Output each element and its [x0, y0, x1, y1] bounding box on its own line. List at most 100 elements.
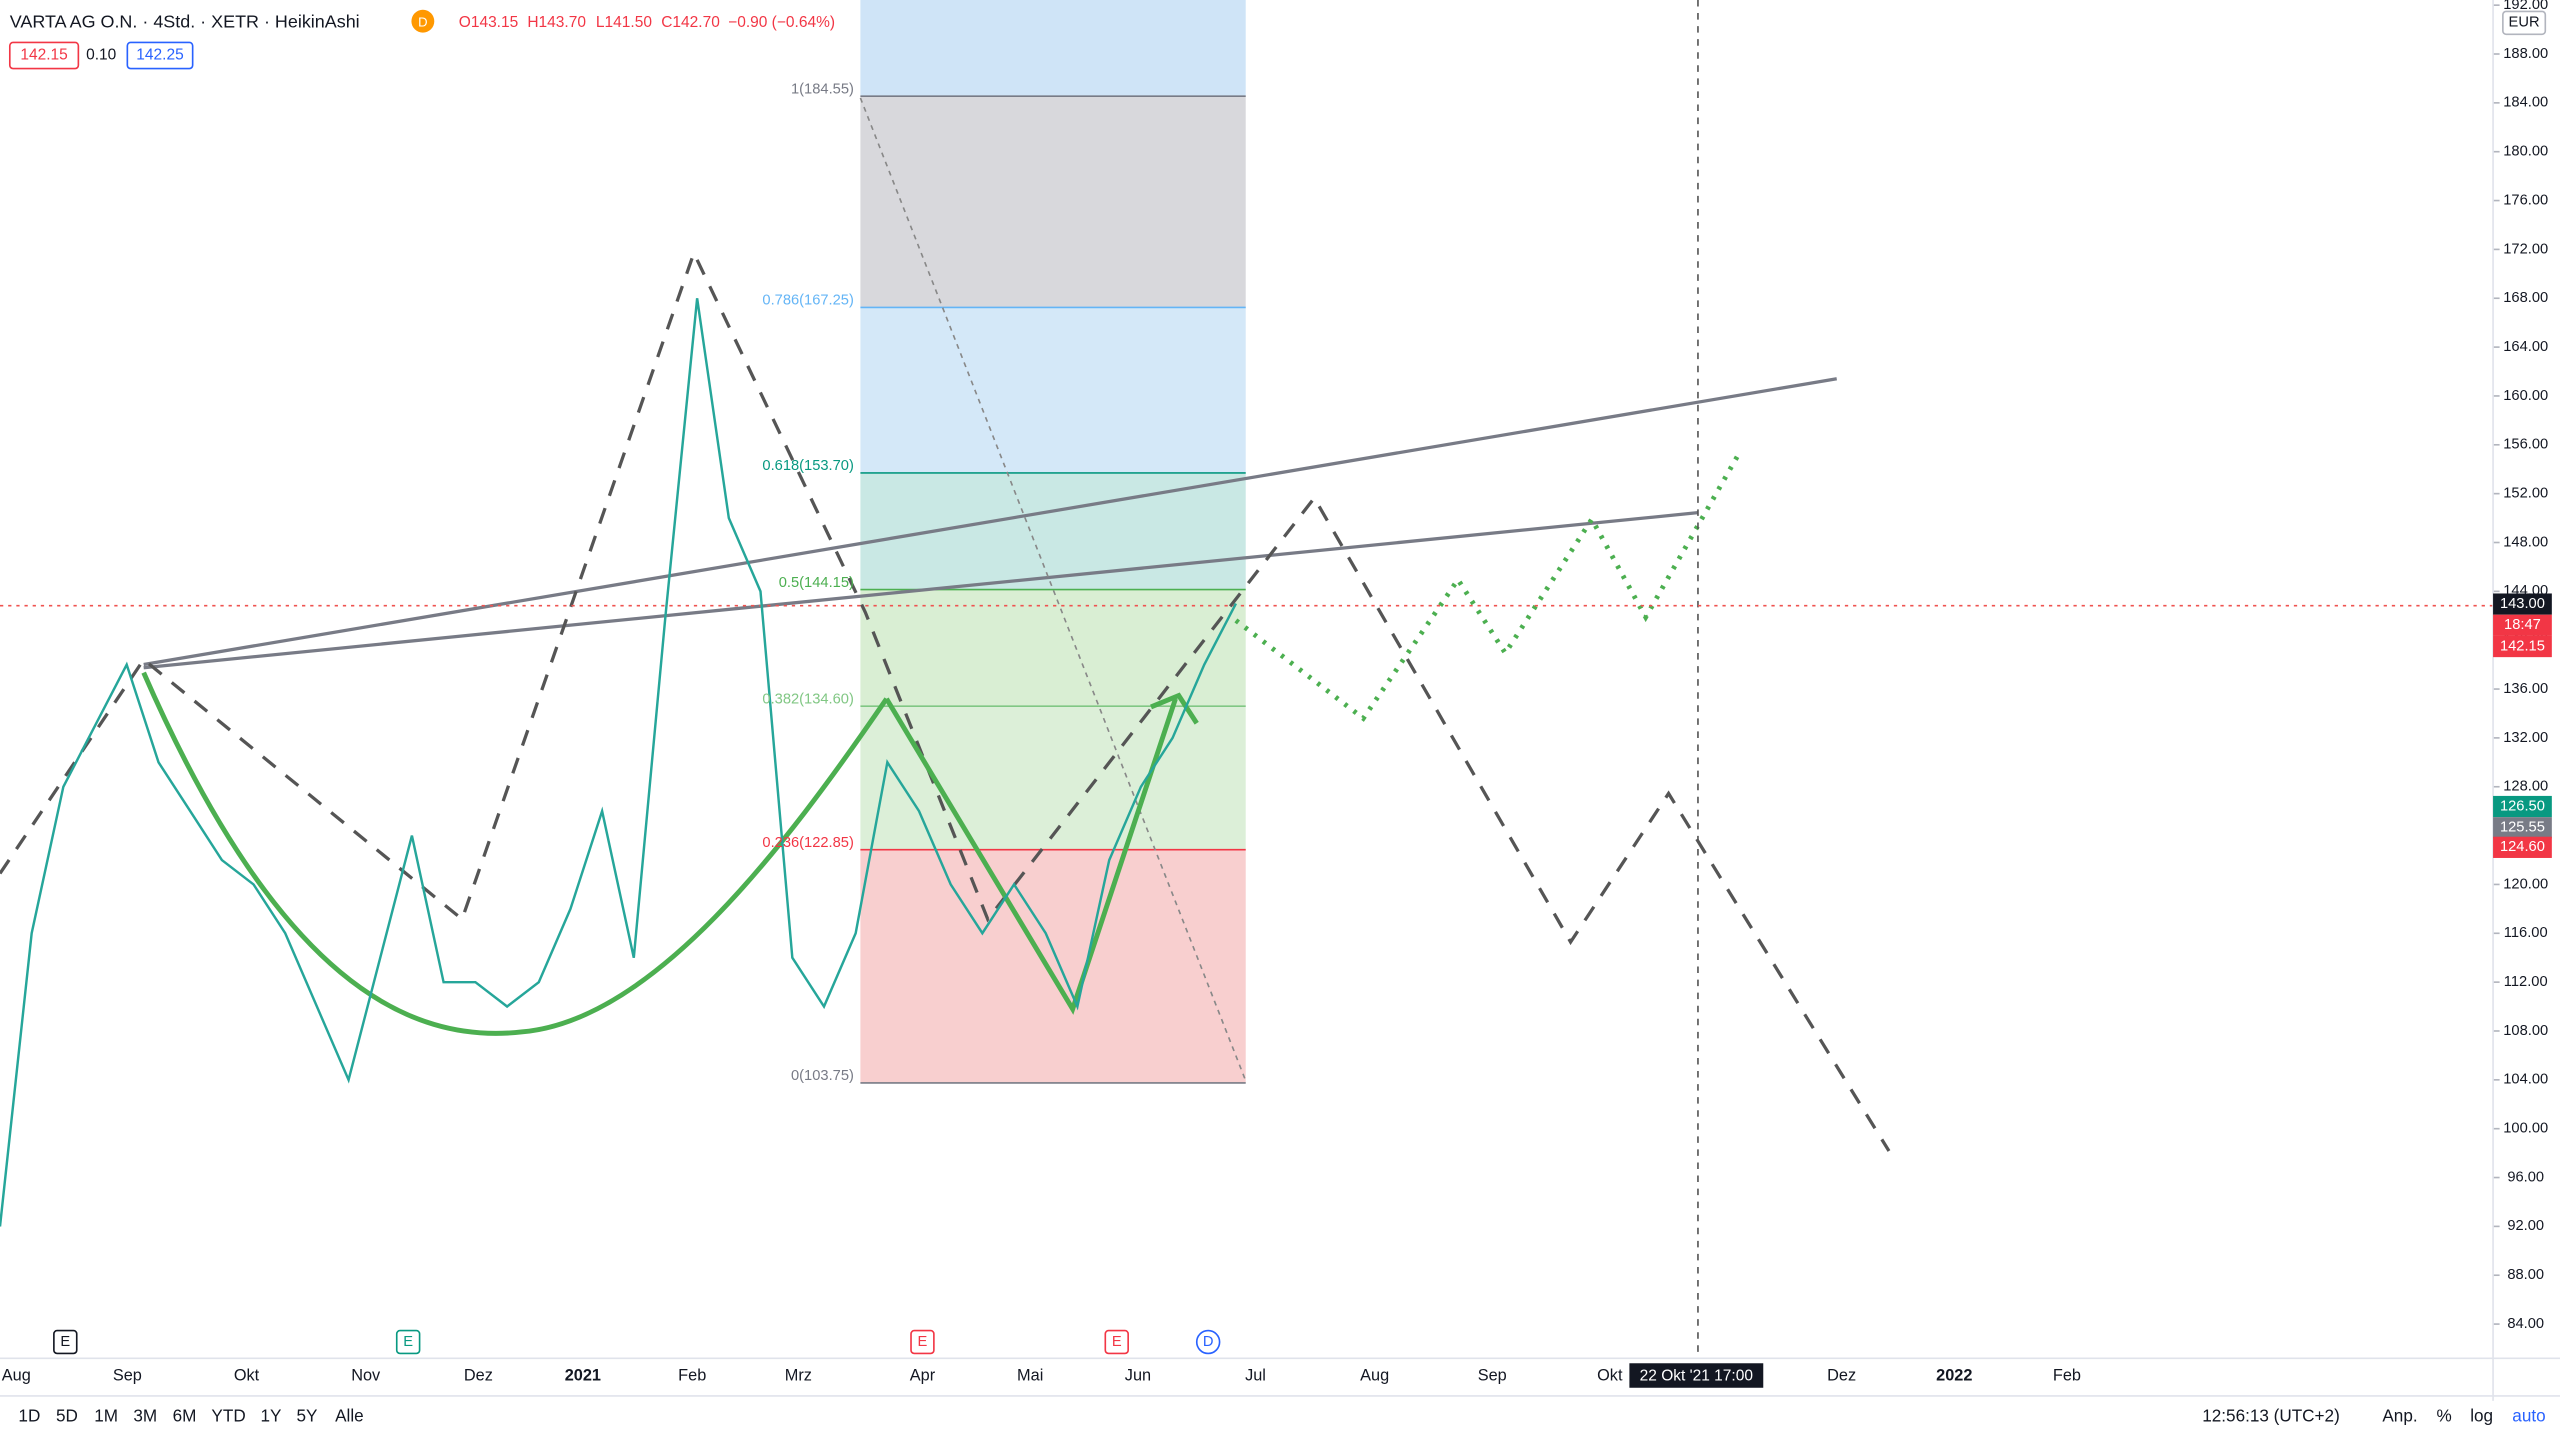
- price-line: [0, 298, 1238, 1227]
- time-label: Okt: [1597, 1367, 1623, 1385]
- price-badge-label: 126.50: [2500, 798, 2545, 814]
- drawings: [0, 0, 2494, 1359]
- event-icon[interactable]: [53, 1329, 78, 1355]
- fib-label: 0.382(134.60): [762, 691, 853, 707]
- fib-label: 0.618(153.70): [762, 458, 853, 474]
- price-badge: [2493, 593, 2552, 615]
- fib-band: [860, 472, 1246, 590]
- trend-line: [143, 511, 1699, 670]
- price-tick-label: 128.00: [2503, 779, 2548, 795]
- fib-bands: [860, 0, 1246, 1083]
- range-button[interactable]: 3M: [133, 1406, 157, 1426]
- scale-option[interactable]: Anp.: [2382, 1406, 2417, 1426]
- price-badge-label: 18:47: [2504, 617, 2541, 633]
- time-label: Feb: [2053, 1367, 2081, 1385]
- badge: [411, 9, 435, 33]
- time-label: Apr: [910, 1367, 936, 1385]
- price-tick-label: 120.00: [2503, 876, 2548, 892]
- time-label: Dez: [464, 1367, 493, 1385]
- price-tick-label: 160.00: [2503, 388, 2548, 404]
- range-button[interactable]: YTD: [211, 1406, 245, 1426]
- price-badge: [2493, 836, 2552, 858]
- fib-band-top: [860, 0, 1246, 97]
- fib-band: [860, 96, 1246, 308]
- scale-option[interactable]: auto: [2512, 1406, 2545, 1426]
- scale-option[interactable]: log: [2470, 1406, 2493, 1426]
- price-tick-label: 184.00: [2503, 95, 2548, 111]
- price-tick-label: 116.00: [2504, 925, 2548, 941]
- header-box: [126, 41, 194, 70]
- time-label: Okt: [234, 1367, 260, 1385]
- range-button[interactable]: Alle: [335, 1406, 364, 1426]
- price-tick-label: 164.00: [2503, 339, 2548, 355]
- projection-dotted: [1234, 452, 1741, 722]
- ohlc: C142.70: [661, 14, 720, 31]
- time-label: Mai: [1017, 1367, 1043, 1385]
- header-box-label: 0.10: [86, 47, 117, 64]
- fib-band: [860, 849, 1246, 1083]
- time-label: Feb: [678, 1367, 706, 1385]
- crosshair-time: 22 Okt '21 17:00: [1640, 1367, 1754, 1384]
- trend-line: [143, 377, 1838, 667]
- time-label: 2022: [1936, 1367, 1972, 1385]
- fib-label: 0(103.75): [791, 1068, 854, 1084]
- price-badge: [2493, 817, 2552, 839]
- event-icon[interactable]: [1195, 1329, 1221, 1355]
- scale-option[interactable]: %: [2436, 1406, 2451, 1426]
- currency-box: [2502, 10, 2547, 36]
- cup-curve: [141, 671, 889, 1036]
- range-button[interactable]: 5Y: [296, 1406, 318, 1426]
- price-tick-label: 172.00: [2503, 241, 2548, 257]
- time-label: Jun: [1125, 1367, 1151, 1385]
- range-button[interactable]: 1M: [94, 1406, 118, 1426]
- fib-band: [860, 706, 1246, 850]
- range-button[interactable]: 5D: [56, 1406, 78, 1426]
- clock: 12:56:13 (UTC+2): [2202, 1406, 2340, 1426]
- price-tick-label: 100.00: [2503, 1121, 2548, 1137]
- price-tick-label: 112.00: [2504, 974, 2548, 990]
- price-tick-label: 88.00: [2507, 1267, 2544, 1283]
- event-icon[interactable]: [395, 1329, 421, 1355]
- header-box-label: 142.15: [20, 47, 67, 64]
- event-icon[interactable]: [1104, 1329, 1129, 1355]
- range-button[interactable]: 1D: [18, 1406, 40, 1426]
- fib-band: [860, 589, 1246, 707]
- time-label: Sep: [1478, 1367, 1507, 1385]
- time-label: 2021: [565, 1367, 601, 1385]
- time-label: Aug: [2, 1367, 31, 1385]
- price-badge: [2493, 614, 2552, 636]
- arrow-head: [1150, 692, 1199, 725]
- price-tick-label: 180.00: [2503, 144, 2548, 160]
- price-badge: [2493, 795, 2552, 818]
- header-box-label: 142.25: [136, 47, 183, 64]
- event-label: E: [60, 1334, 70, 1350]
- price-tick-label: 96.00: [2507, 1169, 2544, 1185]
- event-icon[interactable]: [910, 1329, 935, 1355]
- fib-band: [860, 307, 1246, 473]
- ohlc: O143.15: [459, 14, 518, 31]
- time-label: Mrz: [785, 1367, 812, 1385]
- price-tick-label: 168.00: [2503, 290, 2548, 306]
- price-tick-label: 152.00: [2503, 486, 2548, 502]
- price-tick-label: 136.00: [2503, 681, 2548, 697]
- event-label: E: [403, 1334, 413, 1350]
- price-tick-label: 148.00: [2503, 534, 2548, 550]
- price-badge-label: 125.55: [2500, 820, 2545, 836]
- event-label: E: [1112, 1334, 1122, 1350]
- range-button[interactable]: 1Y: [261, 1406, 283, 1426]
- symbol: VARTA AG O.N. · 4Std. · XETR · HeikinAsh…: [10, 12, 360, 32]
- range-button[interactable]: 6M: [173, 1406, 197, 1426]
- price-tick-label: 132.00: [2503, 730, 2548, 746]
- event-label: D: [1203, 1334, 1214, 1350]
- time-label: Dez: [1827, 1367, 1856, 1385]
- fib-label: 0.5(144.15): [779, 575, 854, 591]
- currency: EUR: [2509, 15, 2540, 31]
- time-label: Sep: [113, 1367, 142, 1385]
- price-badge-label: 143.00: [2500, 596, 2545, 612]
- price-tick-label: 84.00: [2507, 1316, 2544, 1332]
- price-tick-label: 104.00: [2503, 1072, 2548, 1088]
